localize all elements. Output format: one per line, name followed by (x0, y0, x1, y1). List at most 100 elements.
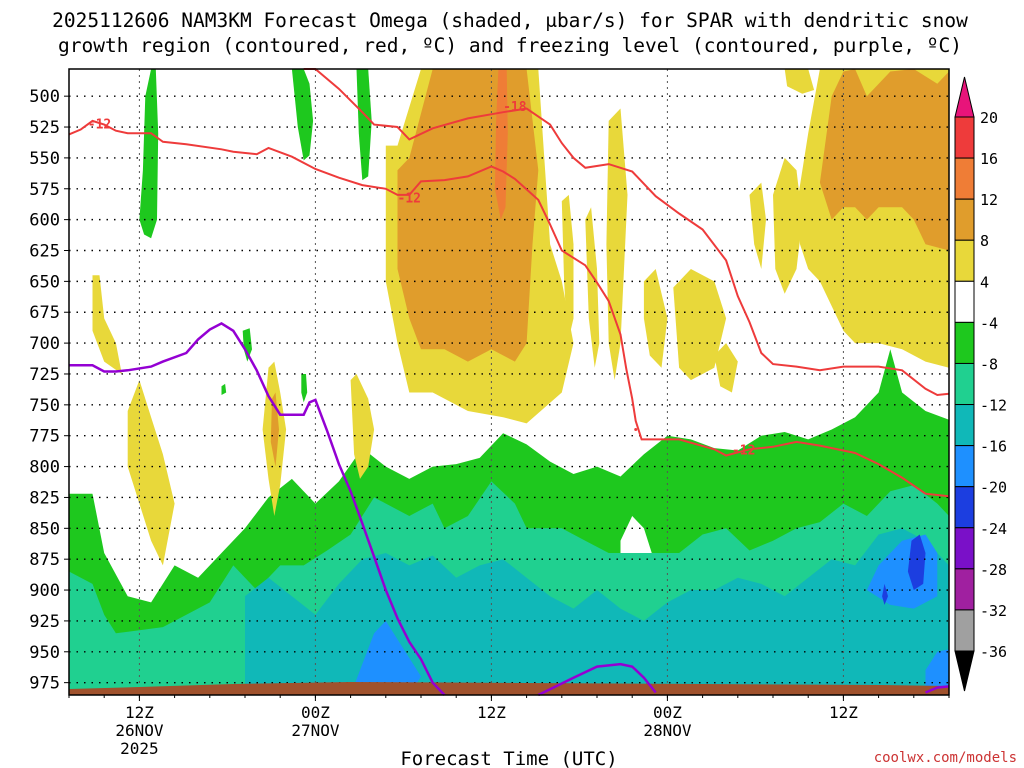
y-axis: 500 525 550 575 600 625 650 675 700 725 750 775 800 8… (29, 87, 69, 694)
chart-title-line2: growth region (contoured, red, ºC) and f… (58, 34, 962, 57)
omega-region-descent-yellow-top-1 (784, 69, 815, 94)
omega-region-descent-orange-right (819, 69, 949, 251)
y-tick-label: 825 (29, 488, 60, 508)
contour-label-1: -18 (503, 100, 527, 115)
x-tick-label: 12Z (125, 703, 154, 722)
x-tick-label: 12Z (829, 703, 858, 722)
colorbar-label: -24 (980, 520, 1007, 538)
dgz-contour-upper (68, 119, 950, 498)
x-tick-label: 12Z (477, 703, 506, 722)
colorbar-label: 12 (980, 191, 998, 209)
contour-dot (634, 428, 638, 432)
omega-region-descent-yellow-mid-4 (643, 269, 668, 368)
x-tick-year: 2025 (120, 739, 159, 758)
chart-title-line1: 2025112606 NAM3KM Forecast Omega (shaded… (52, 9, 968, 32)
omega-region-descent-yellow-mid-3 (606, 108, 628, 381)
y-tick-label: 850 (29, 519, 60, 539)
omega-region-ascent-column-green-4 (242, 328, 252, 362)
omega-region-descent-yellow-left-2 (127, 380, 175, 566)
omega-region-ascent-column-green-6 (221, 383, 227, 395)
omega-region-descent-yellow-mid-5 (673, 269, 727, 381)
colorbar-box-7 (954, 404, 975, 447)
omega-region-descent-yellow-mid-1 (561, 194, 574, 344)
omega-region-descent-yellow-mid-2 (585, 207, 600, 368)
colorbar-under-arrow (954, 650, 975, 692)
omega-region-ascent-blue-3 (925, 649, 949, 695)
colorbar-label: 8 (980, 232, 989, 250)
contour-label-0: -12 (88, 117, 111, 132)
x-tick-label: 00Z (301, 703, 330, 722)
y-tick-label: 875 (29, 550, 60, 570)
y-tick-label: 800 (29, 458, 60, 478)
omega-region-descent-yellow-left-1 (92, 275, 122, 374)
y-tick-label: 925 (29, 612, 60, 632)
omega-region-ascent-column-green-3 (356, 69, 372, 181)
y-tick-label: 500 (29, 87, 60, 107)
omega-region-ascent-column-green-1 (139, 69, 159, 239)
y-tick-label: 700 (29, 334, 60, 354)
omega-region-ascent-deepblue (907, 534, 926, 590)
y-tick-label: 575 (29, 180, 60, 200)
omega-region-descent-yellow-left-4 (350, 374, 375, 479)
gridlines (69, 69, 949, 695)
y-tick-label: 525 (29, 118, 60, 138)
omega-shading (69, 69, 949, 695)
colorbar-box-6 (954, 362, 975, 406)
contour-label-3: -12 (732, 443, 755, 458)
colorbar-label: 16 (980, 150, 998, 168)
colorbar-box-0 (954, 116, 975, 159)
colorbar-box-4 (954, 280, 975, 323)
omega-region-descent-yellow-mid-6 (714, 343, 738, 393)
colorbar-label: -4 (980, 314, 998, 332)
omega-region-descent-deeporange (494, 69, 508, 220)
colorbar-box-11 (954, 568, 975, 611)
x-tick-date: 27NOV (291, 721, 340, 740)
y-tick-label: 600 (29, 211, 60, 231)
contour-lines: -12 -18 -12 -12 (68, 68, 950, 697)
terrain-strip (69, 682, 949, 695)
omega-region-ascent-column-green-2 (291, 69, 314, 161)
omega-region-ascent-cyan (245, 528, 949, 695)
colorbar-label: -36 (980, 643, 1007, 661)
y-tick-label: 675 (29, 303, 60, 323)
colorbar-box-12 (954, 609, 975, 652)
omega-region-ascent-deepblue-2 (882, 583, 888, 605)
freezing-level-contour-2 (537, 662, 657, 697)
colorbar-label: -28 (980, 561, 1007, 579)
colorbar-label: -20 (980, 479, 1007, 497)
colorbar-box-8 (954, 445, 975, 488)
y-tick-label: 550 (29, 149, 60, 169)
dgz-contour-lower (303, 68, 950, 397)
y-tick-label: 625 (29, 242, 60, 262)
colorbar-label: -8 (980, 355, 998, 373)
colorbar-label: -32 (980, 602, 1007, 620)
omega-region-descent-yellow-right-1 (773, 157, 803, 294)
colorbar-box-3 (954, 239, 975, 282)
colorbar-label: 20 (980, 109, 998, 127)
y-tick-label: 725 (29, 365, 60, 385)
y-tick-label: 750 (29, 396, 60, 416)
omega-region-ascent-column-green-5 (301, 374, 308, 403)
colorbar-label: -16 (980, 438, 1007, 456)
x-axis-title: Forecast Time (UTC) (400, 748, 617, 768)
contour-label-2: -12 (398, 191, 421, 206)
colorbar: 20 16 12 8 4 -4 -8 -12 -16 -20 -24 -28 -32 -36 (954, 76, 1007, 692)
colorbar-label: 4 (980, 273, 989, 291)
omega-region-ascent-blue (350, 620, 421, 695)
colorbar-box-2 (954, 198, 975, 241)
y-tick-label: 900 (29, 581, 60, 601)
freezing-level-contour (69, 321, 446, 696)
colorbar-over-arrow (954, 76, 975, 118)
x-tick-date: 26NOV (115, 721, 164, 740)
colorbar-box-1 (954, 157, 975, 200)
credit-link[interactable]: coolwx.com/models (874, 750, 1017, 766)
terrain-fill (69, 682, 949, 695)
colorbar-box-5 (954, 321, 975, 364)
y-tick-label: 775 (29, 427, 60, 447)
colorbar-box-10 (954, 527, 975, 570)
colorbar-box-9 (954, 486, 975, 529)
x-tick-date: 28NOV (643, 721, 692, 740)
plot-frame (68, 68, 950, 696)
